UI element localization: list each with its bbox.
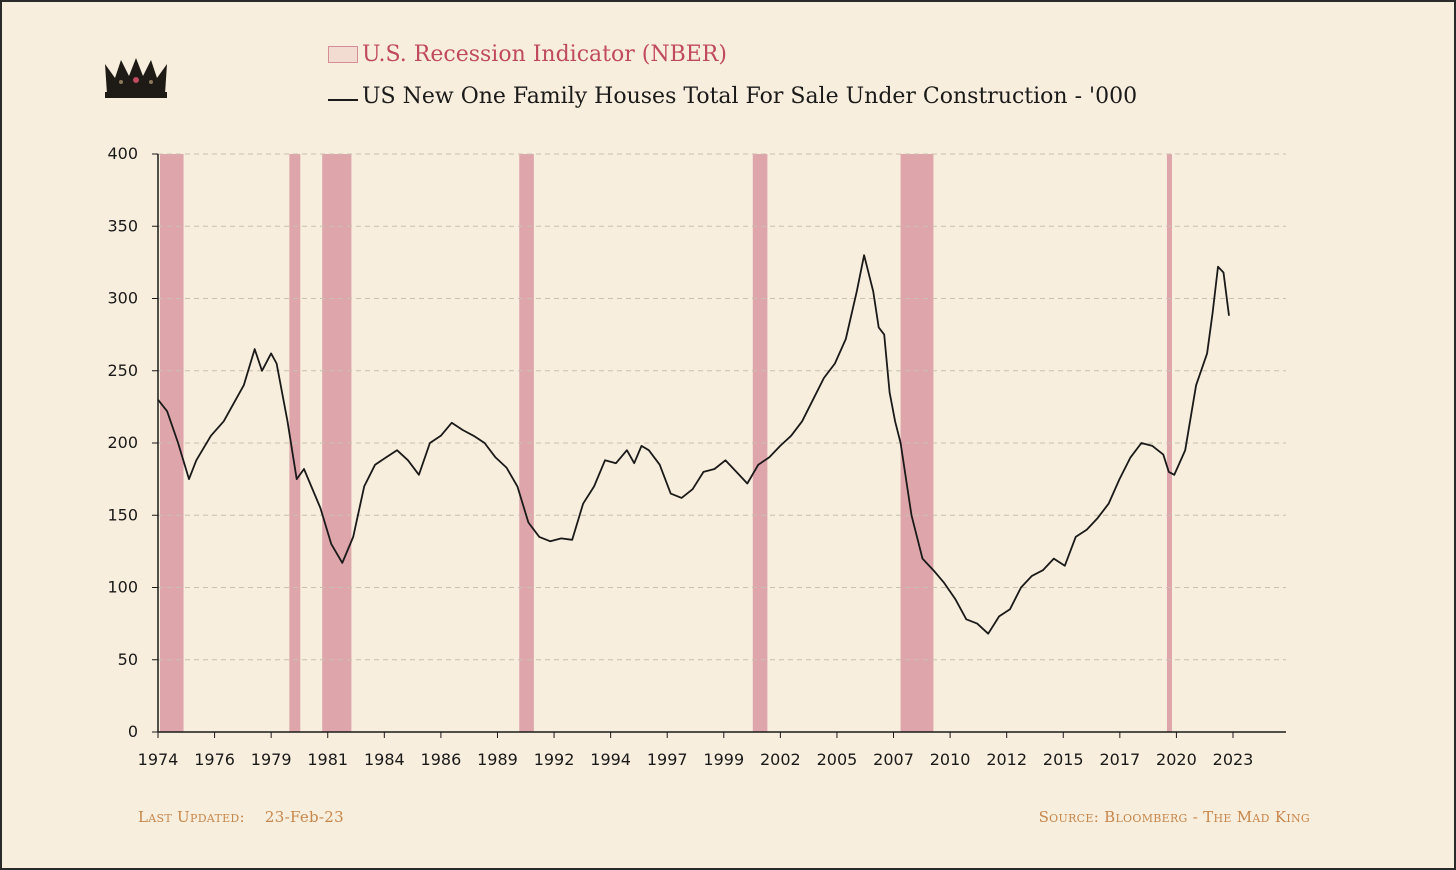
x-tick-label-3: 1981 [307,750,348,769]
y-tick-label-50: 50 [118,650,138,669]
x-tick-label-18: 2020 [1156,750,1197,769]
x-tick-label-9: 1997 [647,750,688,769]
x-tick-label-10: 1999 [703,750,744,769]
legend-recession-swatch [328,46,358,63]
y-tick-label-300: 300 [107,289,138,308]
y-tick-label-350: 350 [107,216,138,235]
y-tick-label-0: 0 [128,722,138,741]
legend-series-label: US New One Family Houses Total For Sale … [362,84,1138,109]
y-tick-label-400: 400 [107,144,138,163]
y-tick-label-100: 100 [107,578,138,597]
recession-band-2 [322,154,352,732]
grid-lines [158,153,1286,661]
x-tick-label-7: 1992 [534,750,575,769]
x-tick-label-19: 2023 [1213,750,1254,769]
legend-recession: U.S. Recession Indicator (NBER) [328,42,727,67]
last-updated: Last Updated: 23-Feb-23 [138,808,344,826]
x-tick-label-2: 1979 [251,750,292,769]
x-tick-label-0: 1974 [138,750,179,769]
series-line-group [157,254,1230,635]
series-line-0 [157,254,1230,635]
legend-series: US New One Family Houses Total For Sale … [328,84,1137,109]
x-tick-label-4: 1984 [364,750,405,769]
x-tick-label-11: 2002 [760,750,801,769]
crown-icon [105,58,167,98]
last-updated-label: Last Updated: [138,808,245,826]
last-updated-date: 23-Feb-23 [264,808,344,826]
y-tick-label-150: 150 [107,505,138,524]
x-tick-label-13: 2007 [873,750,914,769]
x-tick-label-15: 2012 [986,750,1027,769]
axes: 0 50 100 150 200 250 300 350 400 1974 1976 1979 1981… [107,144,1286,769]
legend-series-swatch [328,98,358,101]
legend-recession-label: U.S. Recession Indicator (NBER) [362,42,727,67]
x-tick-label-8: 1994 [590,750,631,769]
x-tick-label-16: 2015 [1043,750,1084,769]
x-tick-label-17: 2017 [1099,750,1140,769]
x-tick-label-5: 1986 [421,750,462,769]
y-tick-label-200: 200 [107,433,138,452]
x-tick-label-6: 1989 [477,750,518,769]
x-tick-label-12: 2005 [817,750,858,769]
x-tick-label-14: 2010 [930,750,971,769]
x-tick-label-1: 1976 [194,750,235,769]
source-note: Source: Bloomberg - The Mad King [1038,808,1310,826]
y-tick-label-250: 250 [107,361,138,380]
